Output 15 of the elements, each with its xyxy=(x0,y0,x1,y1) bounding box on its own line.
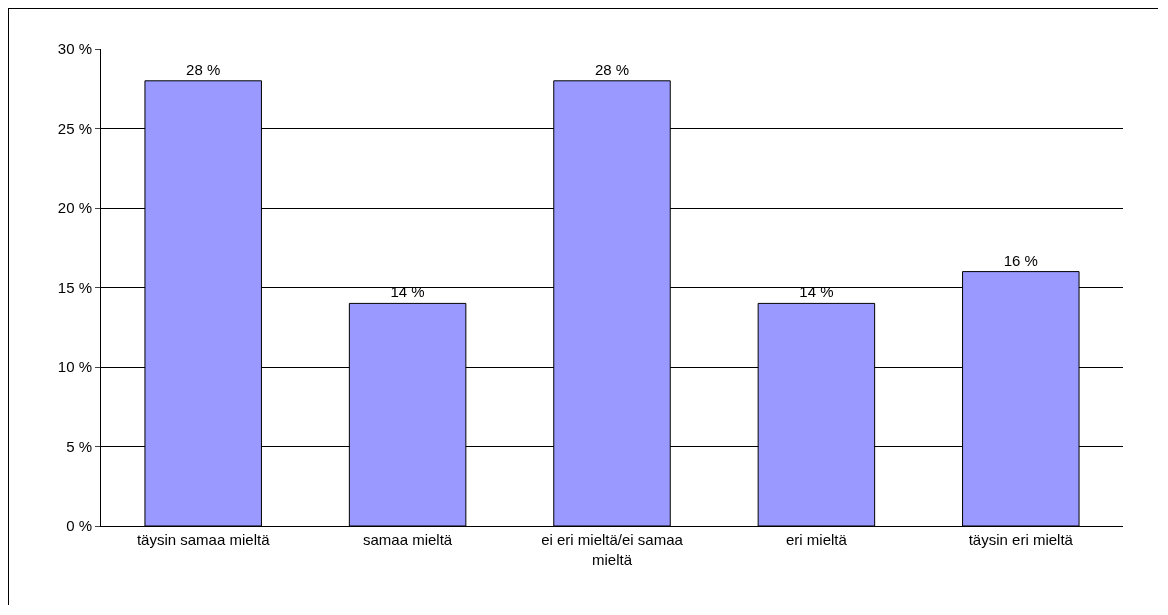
x-tick-label: täysin eri mieltä xyxy=(968,531,1074,548)
x-tick-label: ei eri mieltä/ei samaa mieltä xyxy=(541,531,684,568)
data-label: 16 % xyxy=(1003,251,1038,269)
x-tick-label: täysin samaa mieltä xyxy=(136,531,271,548)
y-tick-label: 15 % xyxy=(57,278,92,296)
y-tick-label: 30 % xyxy=(57,40,92,58)
x-tick-label: eri mieltä xyxy=(785,531,848,548)
y-tick-label: 0 % xyxy=(66,517,92,535)
x-tick-label: samaa mieltä xyxy=(363,531,453,548)
y-tick-label: 10 % xyxy=(57,358,92,376)
y-tick-label: 5 % xyxy=(66,437,92,455)
data-label: 28 % xyxy=(186,60,221,78)
y-tick-label: 20 % xyxy=(57,199,92,217)
y-tick-label: 25 % xyxy=(57,119,92,137)
data-label: 28 % xyxy=(594,60,630,78)
